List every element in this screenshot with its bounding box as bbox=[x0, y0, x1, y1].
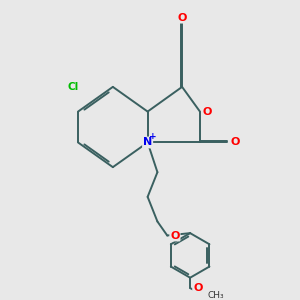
Text: O: O bbox=[177, 13, 187, 22]
Text: N: N bbox=[143, 137, 152, 148]
Text: O: O bbox=[193, 283, 203, 293]
Text: Cl: Cl bbox=[67, 82, 78, 92]
Text: +: + bbox=[149, 132, 157, 141]
Text: CH₃: CH₃ bbox=[208, 291, 225, 300]
Text: O: O bbox=[170, 230, 180, 241]
Text: O: O bbox=[203, 106, 212, 117]
Text: O: O bbox=[230, 137, 240, 148]
